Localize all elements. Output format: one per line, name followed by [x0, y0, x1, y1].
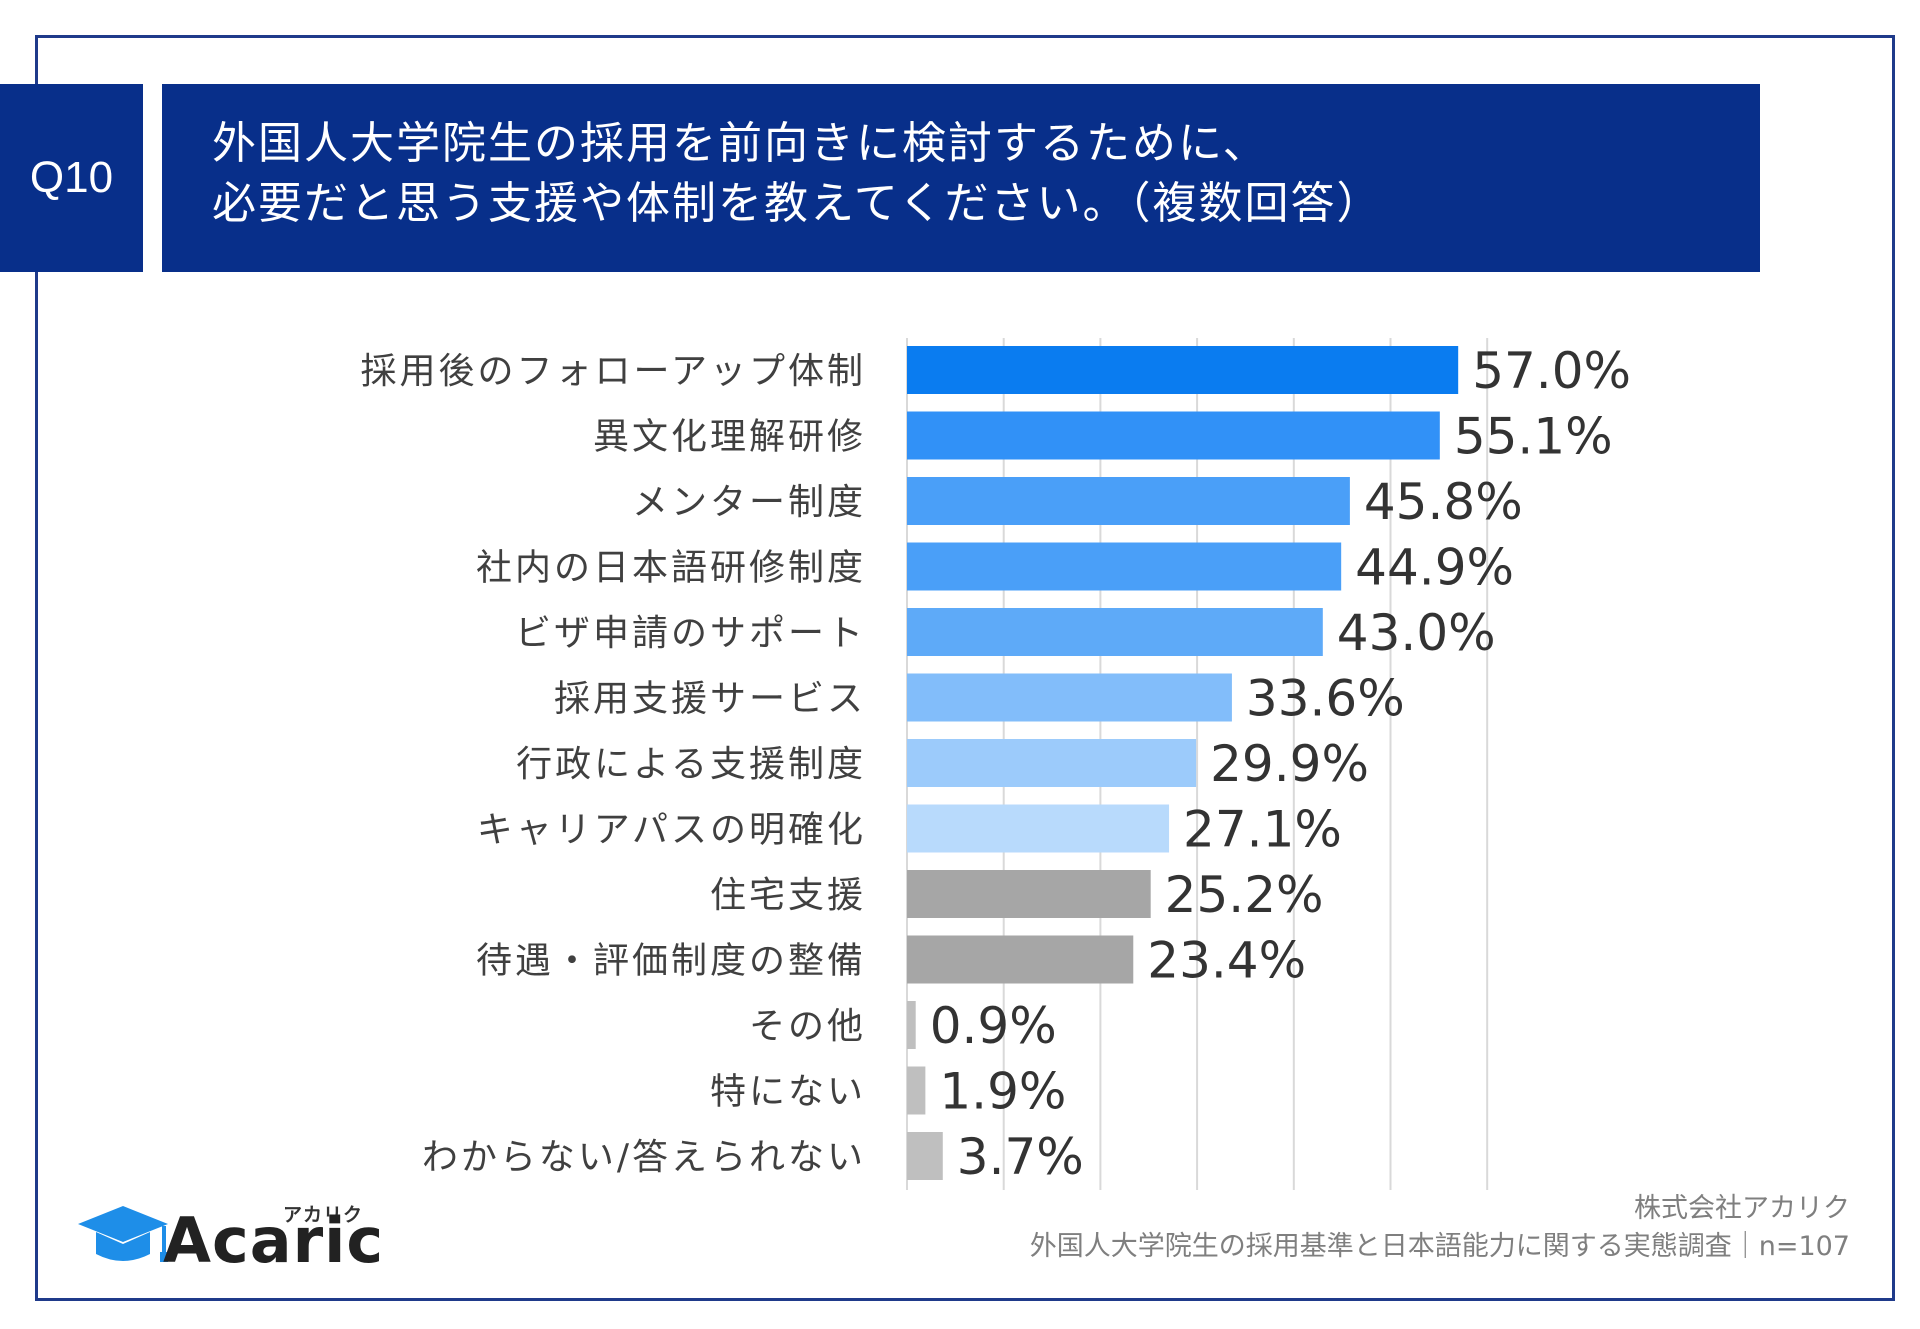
footer-survey: 外国人大学院生の採用基準と日本語能力に関する実態調査｜n=107 [1029, 1231, 1850, 1262]
value-label: 27.1% [1183, 801, 1342, 859]
graduation-cap-icon [78, 1206, 168, 1262]
value-label: 45.8% [1364, 473, 1523, 531]
question-label: Q10 [0, 84, 143, 272]
logo-katakana: アカリク [283, 1204, 364, 1226]
bar [907, 411, 1440, 460]
value-label: 44.9% [1355, 539, 1514, 597]
acaric-logo [68, 1196, 388, 1276]
bar [907, 804, 1170, 853]
value-label: 33.6% [1246, 670, 1405, 728]
bar [907, 1001, 916, 1049]
category-label: 待遇・評価制度の整備 [476, 941, 866, 982]
bar [907, 346, 1459, 394]
value-label: 57.0% [1472, 342, 1631, 400]
footer-company: 株式会社アカリク [1634, 1193, 1850, 1224]
footer: 株式会社アカリク 外国人大学院生の採用基準と日本語能力に関する実態調査｜n=10… [1030, 1190, 1850, 1266]
category-label: 採用支援サービス [554, 679, 866, 720]
category-label: 採用後のフォローアップ体制 [360, 351, 866, 392]
value-label: 3.7% [957, 1128, 1084, 1186]
chart-frame [35, 35, 1895, 1301]
category-label: わからない/答えられない [422, 1137, 866, 1178]
category-label: 異文化理解研修 [593, 417, 866, 458]
bar [907, 477, 1350, 525]
bar [907, 542, 1342, 591]
category-label: その他 [749, 1006, 866, 1047]
bar [907, 870, 1151, 918]
category-label: 特にない [710, 1072, 866, 1113]
category-label: 社内の日本語研修制度 [476, 548, 866, 589]
title-line-1: 外国人大学院生の採用を前向きに検討するために、 [212, 118, 1269, 169]
bar [907, 673, 1232, 722]
category-label: ビザ申請のサポート [515, 613, 866, 654]
value-label: 55.1% [1454, 408, 1613, 466]
question-number: Q10 [29, 153, 114, 202]
value-label: 0.9% [930, 997, 1057, 1055]
bar [907, 608, 1323, 656]
value-label: 29.9% [1210, 735, 1369, 793]
category-label: 住宅支援 [710, 875, 866, 916]
question-title: 外国人大学院生の採用を前向きに検討するために、 必要だと思う支援や体制を教えてく… [162, 84, 1760, 272]
value-label: 43.0% [1337, 604, 1496, 662]
value-label: 23.4% [1147, 932, 1306, 990]
value-label: 25.2% [1165, 866, 1324, 924]
title-line-2: 必要だと思う支援や体制を教えてください。（複数回答） [212, 178, 1383, 229]
logo-wordmark: Acaric [163, 1204, 385, 1277]
bar [907, 1132, 943, 1180]
bar [907, 739, 1197, 787]
category-label: 行政による支援制度 [516, 744, 866, 785]
value-label: 1.9% [939, 1063, 1066, 1121]
category-label: メンター制度 [632, 482, 866, 523]
category-label: キャリアパスの明確化 [477, 810, 866, 851]
bar [907, 935, 1134, 984]
bar [907, 1066, 926, 1115]
